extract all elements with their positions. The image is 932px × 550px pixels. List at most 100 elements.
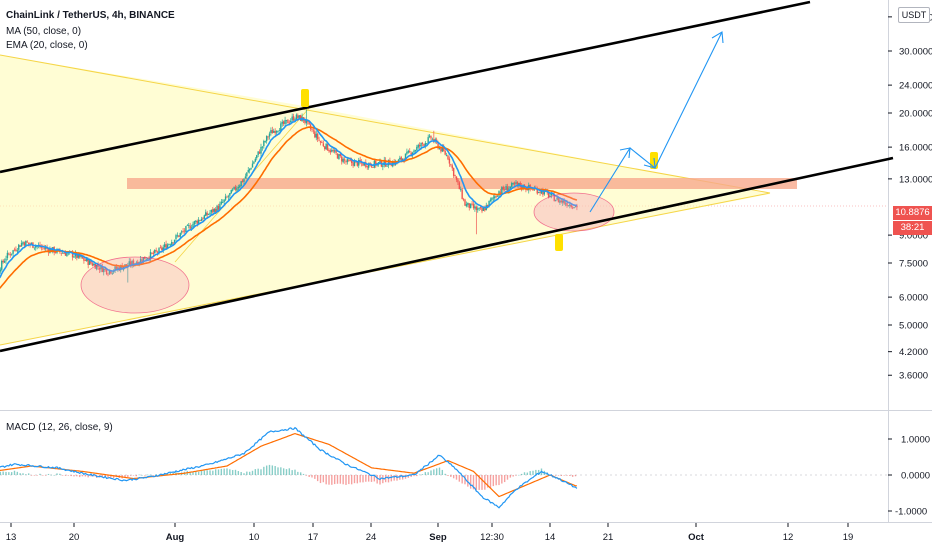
macd-histogram-bar xyxy=(265,465,268,475)
candle-body xyxy=(331,149,333,152)
candle-body xyxy=(175,235,177,240)
candle-body xyxy=(203,215,206,219)
forecast-path xyxy=(589,31,723,213)
candle-body xyxy=(372,167,374,168)
price-tick-label: 7.5000 xyxy=(899,258,928,269)
candle-body xyxy=(205,212,207,216)
macd-histogram-bar xyxy=(297,471,299,475)
candle-body xyxy=(458,182,461,190)
candle-body xyxy=(336,153,339,159)
candle-body xyxy=(294,119,296,121)
candle-body xyxy=(542,190,544,195)
candle-body xyxy=(312,130,315,132)
candle-body xyxy=(155,250,157,252)
macd-histogram-bar xyxy=(53,474,55,476)
candle-body xyxy=(128,261,130,265)
macd-legend[interactable]: MACD (12, 26, close, 9) xyxy=(6,422,113,433)
candle-body xyxy=(498,191,500,196)
macd-histogram-bar xyxy=(399,475,401,480)
candle-body xyxy=(562,200,564,203)
currency-badge[interactable]: USDT xyxy=(898,7,930,23)
time-tick-label: 24 xyxy=(366,532,377,543)
candle-body xyxy=(149,252,152,260)
macd-histogram-bar xyxy=(229,469,231,475)
candle-body xyxy=(353,161,356,167)
candle-body xyxy=(243,179,245,182)
macd-histogram-bar xyxy=(370,475,373,482)
macd-histogram-bar xyxy=(234,469,237,475)
candle-body xyxy=(566,202,568,206)
macd-histogram-bar xyxy=(10,472,13,475)
ma-legend[interactable]: MA (50, close, 0) xyxy=(6,26,82,37)
candle-body xyxy=(250,168,252,169)
macd-histogram-bar xyxy=(450,475,452,477)
candle-body xyxy=(27,242,30,244)
candle-body xyxy=(509,186,512,189)
candle-body xyxy=(488,200,490,207)
macd-histogram-bar xyxy=(67,475,70,476)
candle-body xyxy=(329,150,332,153)
macd-histogram-bar xyxy=(30,475,33,476)
macd-histogram-bar xyxy=(486,475,489,488)
candle-body xyxy=(60,252,62,254)
candle-body xyxy=(282,121,285,124)
candle-body xyxy=(557,197,560,203)
macd-histogram-bar xyxy=(418,474,421,476)
candle-body xyxy=(178,235,180,237)
candle-body xyxy=(263,140,265,147)
candle-body xyxy=(464,199,466,206)
candle-body xyxy=(349,160,351,162)
candle-body xyxy=(468,203,470,208)
macd-histogram-bar xyxy=(112,475,115,479)
candle-body xyxy=(139,258,142,263)
candle-body xyxy=(277,130,279,132)
candle-body xyxy=(146,258,149,260)
macd-histogram-bar xyxy=(331,475,333,485)
macd-histogram-bar xyxy=(231,470,234,475)
macd-histogram-bar xyxy=(36,475,38,476)
candle-body xyxy=(543,190,546,195)
symbol-title[interactable]: ChainLink / TetherUS, 4h, BINANCE xyxy=(6,10,175,21)
candle-body xyxy=(375,160,377,166)
macd-histogram-bar xyxy=(217,469,220,475)
candle-body xyxy=(377,162,380,164)
candle-body xyxy=(0,269,2,272)
macd-histogram-bar xyxy=(566,475,568,476)
candle-body xyxy=(197,219,200,224)
candle-body xyxy=(379,160,381,163)
candle-body xyxy=(132,260,135,266)
candle-body xyxy=(549,195,551,197)
candle-body xyxy=(495,195,497,197)
candle-body xyxy=(338,154,340,160)
macd-histogram-bar xyxy=(413,475,415,477)
ema-legend[interactable]: EMA (20, close, 0) xyxy=(6,40,88,51)
macd-histogram-bar xyxy=(455,475,458,480)
candle-body xyxy=(448,158,451,164)
candle-body xyxy=(512,183,514,185)
candle-body xyxy=(195,220,197,222)
candle-body xyxy=(295,114,298,120)
candle-body xyxy=(444,150,446,155)
macd-histogram-bar xyxy=(107,475,109,478)
time-tick-label: Aug xyxy=(166,532,185,543)
macd-histogram-bar xyxy=(416,475,418,477)
candle-body xyxy=(292,116,295,121)
candle-body xyxy=(66,253,68,257)
candle-body xyxy=(202,218,204,220)
candle-body xyxy=(478,207,480,209)
candle-body xyxy=(389,160,391,165)
macd-histogram-bar xyxy=(240,471,242,475)
macd-histogram-bar xyxy=(59,473,61,475)
candle-body xyxy=(345,161,347,163)
candle-body xyxy=(265,135,268,142)
macd-histogram-bar xyxy=(356,475,359,484)
candle-body xyxy=(33,247,36,249)
candle-body xyxy=(9,254,11,256)
candle-body xyxy=(536,188,538,194)
candle-body xyxy=(185,226,187,233)
candle-body xyxy=(318,139,320,141)
candle-body xyxy=(120,265,122,271)
candle-body xyxy=(281,121,283,124)
